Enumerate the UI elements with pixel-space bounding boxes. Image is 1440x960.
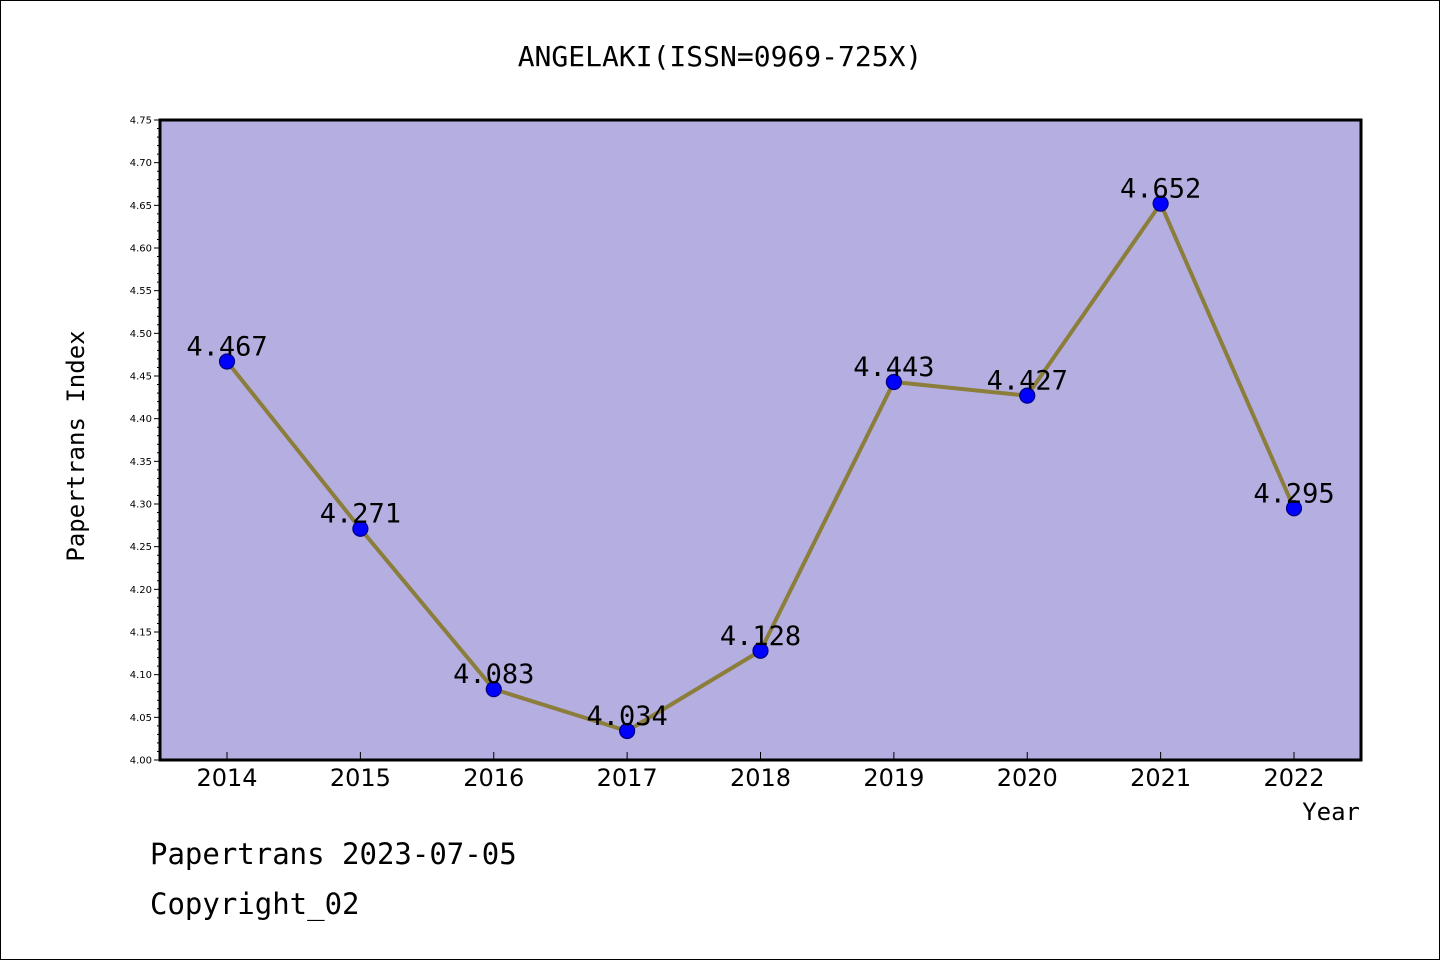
y-tick-label: 4.00 — [130, 756, 152, 767]
x-tick-label: 2022 — [1263, 764, 1324, 792]
data-label: 4.271 — [320, 499, 401, 530]
data-label: 4.034 — [586, 701, 667, 732]
y-tick-label: 4.65 — [130, 201, 152, 212]
data-label: 4.427 — [987, 366, 1068, 397]
x-tick-label: 2019 — [863, 764, 924, 792]
x-tick-label: 2014 — [196, 764, 257, 792]
y-tick-label: 4.25 — [130, 542, 152, 553]
data-labels: 4.467 4.271 4.083 4.034 4.128 4.443 4.427 4.652… — [186, 174, 1334, 732]
data-point — [352, 520, 369, 537]
plot-border — [158, 118, 1363, 762]
y-tick-label: 4.75 — [130, 116, 152, 127]
plot-area — [160, 120, 1361, 760]
data-point — [752, 642, 769, 659]
footer-date: Papertrans 2023-07-05 — [150, 837, 517, 871]
x-axis-title: Year — [1302, 798, 1360, 826]
y-tick-label: 4.60 — [130, 244, 152, 255]
data-point — [1152, 195, 1169, 212]
data-point — [485, 681, 502, 698]
data-point — [885, 373, 902, 391]
x-tick-label: 2015 — [330, 764, 391, 792]
y-tick-label: 4.45 — [130, 372, 152, 383]
data-label: 4.083 — [453, 659, 534, 690]
x-tick-label: 2016 — [463, 764, 524, 792]
y-tick-label: 4.15 — [130, 628, 152, 639]
footer-copyright: Copyright_02 — [150, 887, 360, 922]
data-point — [1019, 387, 1036, 404]
y-tick-label: 4.70 — [130, 158, 152, 169]
data-label: 4.467 — [186, 331, 267, 362]
chart-title: ANGELAKI(ISSN=0969-725X) — [518, 40, 923, 73]
data-markers — [218, 195, 1303, 740]
data-label: 4.652 — [1120, 174, 1201, 205]
y-tick-label: 4.35 — [130, 457, 152, 468]
y-tick-label: 4.10 — [130, 670, 152, 681]
x-tick-label: 2017 — [597, 764, 658, 792]
data-point — [619, 722, 636, 740]
x-tick-label: 2018 — [730, 764, 791, 792]
y-tick-label: 4.30 — [130, 500, 152, 511]
data-label: 4.128 — [720, 621, 801, 652]
y-tick-label: 4.50 — [130, 329, 152, 340]
data-point — [1285, 500, 1303, 517]
x-axis-ticks: 2014 2015 2016 2017 2018 2019 2020 2021 2022 — [196, 752, 1325, 792]
x-tick-label: 2021 — [1130, 764, 1191, 792]
data-label: 4.295 — [1253, 478, 1334, 509]
x-tick-label: 2020 — [997, 764, 1058, 792]
y-tick-label: 4.20 — [130, 585, 152, 596]
data-point — [218, 353, 236, 370]
y-axis-ticks: 4.00 4.05 4.10 4.15 4.20 4.25 4.30 4.35 4.40 4.45… — [130, 116, 160, 767]
data-label: 4.443 — [853, 352, 934, 383]
y-tick-label: 4.55 — [130, 286, 152, 297]
y-axis-title: Papertrans Index — [62, 330, 90, 561]
y-tick-label: 4.40 — [130, 414, 152, 425]
y-tick-label: 4.05 — [130, 713, 152, 724]
